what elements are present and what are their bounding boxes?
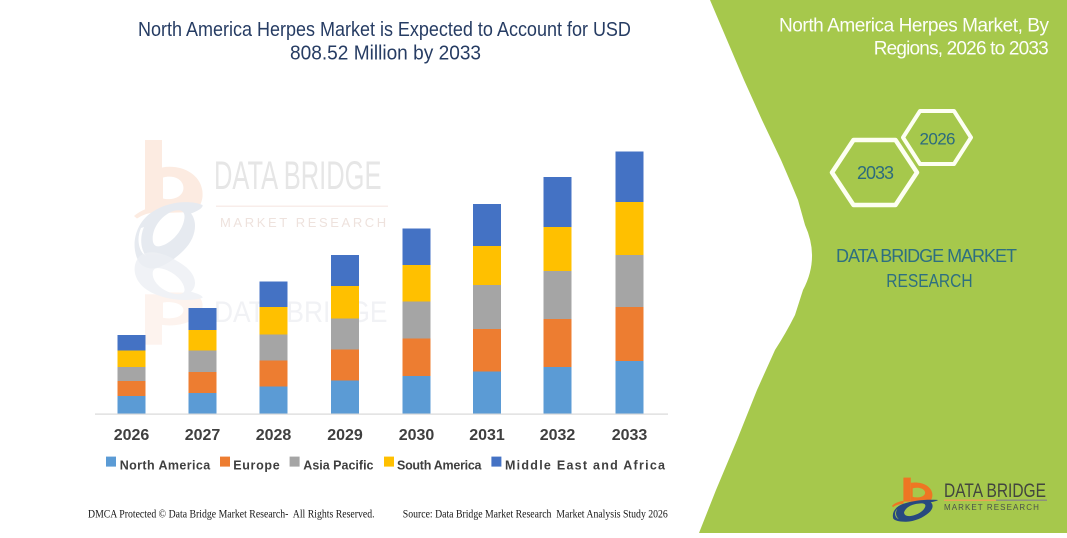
svg-text:North America: North America [120, 459, 212, 473]
svg-text:2026: 2026 [114, 427, 150, 444]
svg-text:Asia Pacific: Asia Pacific [303, 459, 373, 473]
svg-text:Europe: Europe [233, 459, 280, 473]
svg-text:2033: 2033 [612, 427, 648, 444]
svg-text:DATA BRIDGE: DATA BRIDGE [214, 294, 388, 328]
svg-text:North America Herpes Market, B: North America Herpes Market, By [779, 16, 1050, 37]
svg-text:808.52 Million by 2033: 808.52 Million by 2033 [290, 42, 481, 65]
svg-text:South America: South America [397, 459, 483, 473]
svg-text:2031: 2031 [469, 427, 505, 444]
svg-text:2027: 2027 [185, 427, 221, 444]
svg-text:2028: 2028 [256, 427, 292, 444]
svg-text:2032: 2032 [540, 427, 576, 444]
svg-text:Source: Data Bridge Market Res: Source: Data Bridge Market Research Mark… [403, 508, 669, 521]
svg-text:2026: 2026 [920, 130, 956, 149]
svg-text:DMCA Protected © Data Bridge M: DMCA Protected © Data Bridge Market Rese… [88, 508, 375, 521]
svg-text:2029: 2029 [327, 427, 363, 444]
svg-text:RESEARCH: RESEARCH [886, 271, 972, 291]
svg-text:Middle East and Africa: Middle East and Africa [505, 459, 666, 473]
svg-text:DATA BRIDGE MARKET: DATA BRIDGE MARKET [836, 246, 1017, 266]
svg-text:2033: 2033 [857, 163, 894, 183]
svg-text:North America Herpes Market is: North America Herpes Market is Expected … [138, 19, 631, 41]
svg-text:DATA BRIDGE: DATA BRIDGE [944, 479, 1046, 501]
svg-text:DATA BRIDGE: DATA BRIDGE [214, 154, 381, 198]
svg-text:2030: 2030 [399, 427, 435, 444]
svg-text:MARKET RESEARCH: MARKET RESEARCH [944, 503, 1040, 512]
svg-text:MARKET RESEARCH: MARKET RESEARCH [220, 215, 389, 230]
svg-text:Regions, 2026 to 2033: Regions, 2026 to 2033 [874, 39, 1049, 60]
